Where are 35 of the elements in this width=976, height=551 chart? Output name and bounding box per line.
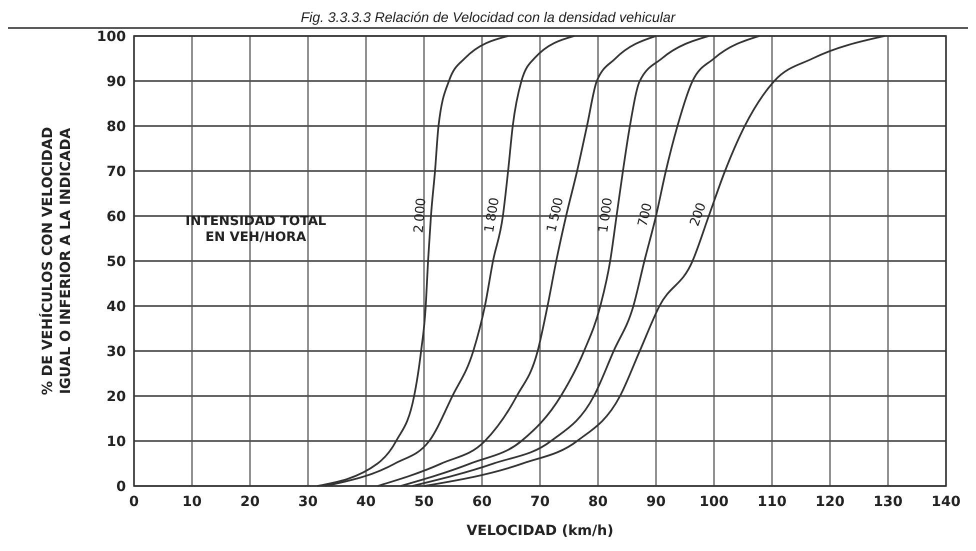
y-tick-label: 30 (106, 344, 126, 360)
x-tick-label: 60 (472, 494, 492, 510)
y-tick-label: 90 (106, 74, 126, 90)
y-tick-label: 40 (106, 298, 126, 315)
x-tick-label: 140 (931, 494, 961, 510)
y-tick-label: 80 (106, 118, 126, 135)
x-tick-label: 0 (129, 494, 140, 510)
text: 1 800 (482, 196, 503, 234)
text: 700 (636, 202, 656, 228)
chart-title: Fig. 3.3.3.3 Relación de Velocidad con la densidad vehicular (300, 9, 677, 25)
y-tick-label: 20 (106, 388, 126, 405)
x-tick-label: 30 (298, 494, 318, 510)
x-tick-label: 70 (530, 494, 550, 510)
x-tick-label: 50 (414, 494, 434, 510)
x-tick-label: 130 (873, 494, 903, 510)
y-tick-label: 50 (106, 254, 126, 270)
x-tick-label: 110 (757, 494, 787, 510)
y-tick-label: 100 (96, 28, 126, 45)
text: 1 500 (544, 196, 567, 234)
x-tick-label: 90 (646, 494, 666, 510)
text: 200 (687, 201, 710, 228)
x-tick-label: 100 (699, 494, 729, 510)
text: 1 000 (596, 197, 616, 234)
y-tick-label: 0 (116, 478, 126, 495)
x-tick-label: 20 (240, 494, 260, 510)
y-tick-label: 70 (106, 164, 126, 180)
y-axis-title: % DE VEHÍCULOS CON VELOCIDAD IGUAL O INFERIOR A LA INDICADA (39, 126, 74, 396)
x-tick-label: 120 (815, 494, 845, 510)
x-tick-label: 80 (588, 494, 608, 510)
y-tick-label: 60 (106, 208, 126, 225)
y-tick-label: 10 (106, 434, 126, 450)
x-axis-title: VELOCIDAD (km/h) (466, 523, 614, 539)
x-tick-label: 10 (182, 494, 202, 510)
x-tick-label: 40 (356, 494, 376, 510)
text: 2 000 (412, 198, 430, 234)
